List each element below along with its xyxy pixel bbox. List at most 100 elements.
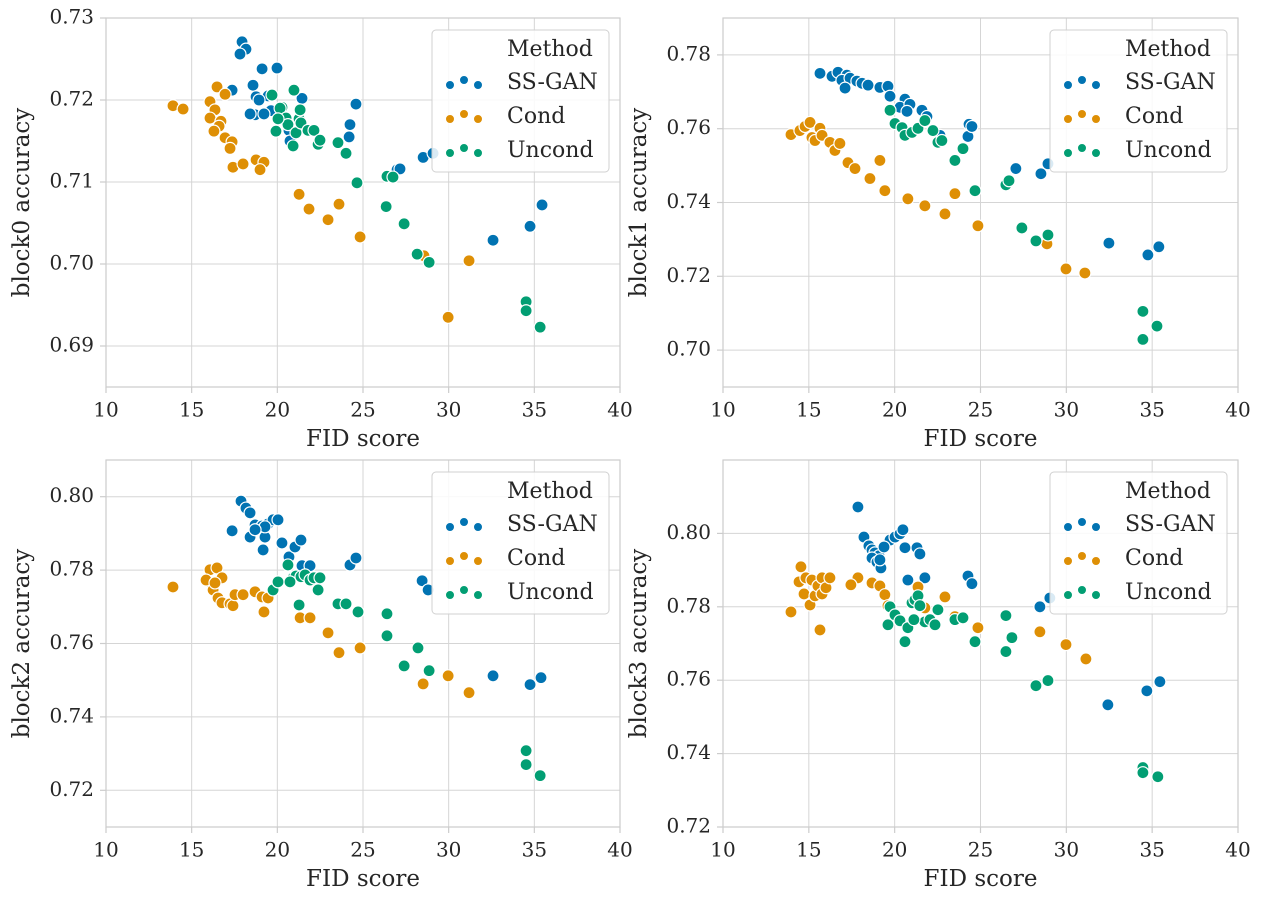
point	[971, 219, 985, 233]
point	[332, 197, 346, 211]
plot-frame	[105, 17, 621, 388]
point	[313, 571, 327, 585]
legend-marker	[459, 585, 469, 595]
point	[462, 254, 476, 268]
x-tick-label: 35	[1139, 838, 1164, 862]
point	[292, 598, 306, 612]
x-axis-label: FID score	[924, 866, 1038, 892]
x-tick-label: 30	[436, 838, 461, 862]
x-tick-label: 35	[522, 838, 547, 862]
legend-title: Method	[1125, 479, 1211, 504]
point	[349, 551, 363, 565]
legend-label: SS-GAN	[1125, 70, 1216, 95]
point	[176, 102, 190, 116]
point	[380, 629, 394, 643]
legend-marker	[473, 114, 483, 124]
point	[797, 587, 811, 601]
point	[848, 161, 862, 176]
y-axis-label: block3 accuracy	[626, 549, 652, 739]
x-axis-label: FID score	[306, 426, 420, 452]
point	[397, 217, 411, 231]
point	[878, 184, 892, 198]
point	[1041, 228, 1055, 242]
legend-marker	[1091, 148, 1101, 158]
point	[441, 669, 455, 683]
point	[878, 588, 892, 602]
point	[342, 130, 356, 144]
point	[926, 123, 940, 138]
legend-label: Cond	[1125, 546, 1183, 571]
y-tick-label: 0.70	[666, 337, 711, 361]
legend-marker	[1077, 109, 1087, 119]
point	[321, 626, 335, 640]
point	[833, 136, 847, 151]
point	[271, 513, 285, 527]
legend-label: Uncond	[1125, 580, 1212, 605]
legend-marker	[1077, 551, 1087, 561]
x-tick-label: 20	[265, 398, 290, 422]
legend-box	[1049, 29, 1228, 173]
point	[896, 523, 910, 537]
point	[275, 536, 289, 550]
point	[380, 607, 394, 621]
point	[519, 744, 533, 758]
legend-marker	[459, 109, 469, 119]
subplot: 10 15 20 25 30 35 40 0.69 0.70 0.71 0.72 0.73 FID sc…	[9, 5, 633, 453]
plot-frame	[722, 459, 1239, 828]
y-tick-label: 0.71	[49, 169, 94, 193]
x-tick-label: 10	[93, 838, 118, 862]
point	[441, 310, 455, 324]
point	[422, 664, 436, 678]
legend-marker	[1063, 590, 1073, 600]
point	[898, 635, 912, 649]
legend-label: Uncond	[1125, 138, 1212, 163]
subplot: 10 15 20 25 30 35 40 0.72 0.74 0.76 0.78 0.80 FID sc…	[626, 459, 1251, 892]
legend-marker	[473, 522, 483, 532]
legend-label: Cond	[507, 104, 565, 129]
point	[1101, 698, 1115, 712]
point	[1078, 266, 1092, 280]
legend-label: SS-GAN	[507, 70, 598, 95]
x-tick-label: 35	[1139, 398, 1164, 422]
x-tick-label: 40	[1225, 398, 1250, 422]
x-tick-label: 25	[350, 398, 375, 422]
point	[1029, 234, 1043, 248]
point	[271, 575, 285, 589]
point	[208, 576, 222, 590]
y-tick-label: 0.72	[49, 87, 94, 111]
point	[411, 641, 425, 655]
point	[844, 578, 858, 592]
point	[918, 113, 932, 128]
legend-marker	[1063, 80, 1073, 90]
point	[257, 605, 271, 619]
point	[523, 219, 537, 233]
point	[534, 671, 548, 685]
point	[968, 635, 982, 649]
legend-marker	[459, 143, 469, 153]
legend-box	[1049, 471, 1228, 615]
legend-marker	[1077, 585, 1087, 595]
point	[286, 139, 300, 153]
point	[877, 540, 891, 554]
point	[343, 117, 357, 132]
point	[1136, 304, 1150, 318]
x-tick-label: 35	[522, 398, 547, 422]
legend-label: Uncond	[507, 580, 594, 605]
y-axis-label: block2 accuracy	[9, 549, 35, 739]
point	[246, 78, 260, 92]
point	[1002, 174, 1016, 188]
point	[1029, 679, 1043, 693]
point	[901, 192, 915, 206]
point	[794, 560, 808, 574]
point	[339, 146, 353, 160]
point	[535, 198, 549, 212]
subplot: 10 15 20 25 30 35 40 0.70 0.72 0.74 0.76 0.78 FID sc…	[626, 17, 1251, 452]
legend-marker	[473, 80, 483, 90]
point	[294, 533, 308, 547]
point	[303, 611, 317, 625]
point	[913, 599, 927, 613]
x-tick-label: 10	[710, 398, 735, 422]
legend-box	[431, 29, 610, 173]
point	[956, 611, 970, 625]
